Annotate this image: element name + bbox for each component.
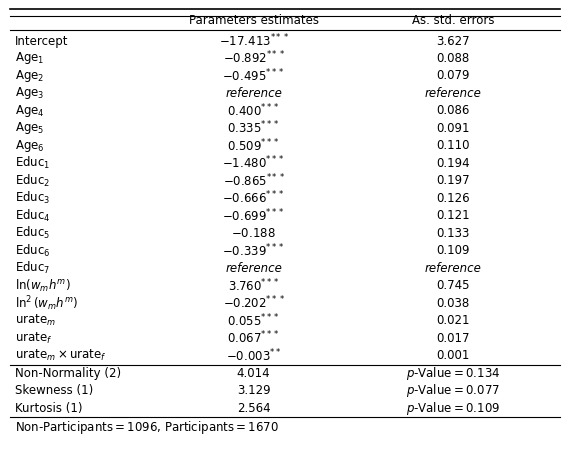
Text: 3.627: 3.627 bbox=[437, 35, 470, 47]
Text: Age$_1$: Age$_1$ bbox=[15, 51, 44, 66]
Text: Non-Participants$=1096$, Participants$=1670$: Non-Participants$=1096$, Participants$=1… bbox=[15, 419, 279, 436]
Text: Kurtosis (1): Kurtosis (1) bbox=[15, 402, 82, 414]
Text: urate$_m\times$urate$_f$: urate$_m\times$urate$_f$ bbox=[15, 348, 107, 363]
Text: Educ$_3$: Educ$_3$ bbox=[15, 190, 50, 207]
Text: Educ$_1$: Educ$_1$ bbox=[15, 155, 50, 171]
Text: $-0.892^{***}$: $-0.892^{***}$ bbox=[222, 50, 285, 67]
Text: $-0.666^{***}$: $-0.666^{***}$ bbox=[222, 190, 285, 207]
Text: 0.079: 0.079 bbox=[437, 70, 470, 83]
Text: 0.038: 0.038 bbox=[437, 297, 470, 310]
Text: 0.110: 0.110 bbox=[437, 139, 470, 153]
Text: Age$_5$: Age$_5$ bbox=[15, 120, 44, 136]
Text: $p$-Value$=0.134$: $p$-Value$=0.134$ bbox=[406, 365, 500, 382]
Text: $0.067^{***}$: $0.067^{***}$ bbox=[227, 330, 280, 346]
Text: Intercept: Intercept bbox=[15, 35, 68, 47]
Text: $-17.413^{***}$: $-17.413^{***}$ bbox=[219, 33, 288, 49]
Text: Age$_6$: Age$_6$ bbox=[15, 138, 44, 154]
Text: 0.197: 0.197 bbox=[437, 174, 470, 187]
Text: $-0.865^{***}$: $-0.865^{***}$ bbox=[222, 172, 285, 189]
Text: 0.086: 0.086 bbox=[437, 105, 470, 118]
Text: $\ln^2(w_m h^m)$: $\ln^2(w_m h^m)$ bbox=[15, 294, 78, 313]
Text: Educ$_6$: Educ$_6$ bbox=[15, 242, 51, 259]
Text: 0.109: 0.109 bbox=[437, 244, 470, 257]
Text: Non-Normality (2): Non-Normality (2) bbox=[15, 366, 121, 379]
Text: Educ$_2$: Educ$_2$ bbox=[15, 173, 50, 189]
Text: 0.001: 0.001 bbox=[437, 349, 470, 362]
Text: $0.055^{***}$: $0.055^{***}$ bbox=[227, 313, 280, 329]
Text: Age$_4$: Age$_4$ bbox=[15, 103, 44, 119]
Text: urate$_m$: urate$_m$ bbox=[15, 313, 56, 328]
Text: $-0.495^{***}$: $-0.495^{***}$ bbox=[222, 68, 285, 84]
Text: 0.017: 0.017 bbox=[437, 331, 470, 345]
Text: 0.194: 0.194 bbox=[437, 157, 470, 170]
Text: $\ln(w_m h^m)$: $\ln(w_m h^m)$ bbox=[15, 278, 71, 294]
Text: 0.021: 0.021 bbox=[437, 314, 470, 327]
Text: 4.014: 4.014 bbox=[237, 366, 270, 379]
Text: Age$_3$: Age$_3$ bbox=[15, 85, 44, 101]
Text: 2.564: 2.564 bbox=[237, 402, 270, 414]
Text: urate$_f$: urate$_f$ bbox=[15, 331, 52, 346]
Text: 0.088: 0.088 bbox=[437, 52, 470, 65]
Text: $0.335^{***}$: $0.335^{***}$ bbox=[227, 120, 280, 137]
Text: 0.126: 0.126 bbox=[437, 192, 470, 205]
Text: $p$-Value$=0.077$: $p$-Value$=0.077$ bbox=[406, 382, 500, 399]
Text: Educ$_4$: Educ$_4$ bbox=[15, 208, 51, 224]
Text: 0.745: 0.745 bbox=[437, 279, 470, 292]
Text: 0.133: 0.133 bbox=[437, 227, 470, 240]
Text: As. std. errors: As. std. errors bbox=[412, 14, 494, 27]
Text: Age$_2$: Age$_2$ bbox=[15, 68, 44, 84]
Text: $3.760^{***}$: $3.760^{***}$ bbox=[227, 278, 280, 294]
Text: 0.091: 0.091 bbox=[437, 122, 470, 135]
Text: $0.400^{***}$: $0.400^{***}$ bbox=[227, 103, 280, 119]
Text: 0.121: 0.121 bbox=[437, 209, 470, 222]
Text: $p$-Value$=0.109$: $p$-Value$=0.109$ bbox=[406, 400, 500, 417]
Text: $-0.188$: $-0.188$ bbox=[231, 227, 276, 240]
Text: Educ$_5$: Educ$_5$ bbox=[15, 225, 50, 241]
Text: $-0.003^{**}$: $-0.003^{**}$ bbox=[226, 347, 281, 364]
Text: $-0.339^{***}$: $-0.339^{***}$ bbox=[222, 242, 285, 259]
Text: $-1.480^{***}$: $-1.480^{***}$ bbox=[222, 155, 285, 171]
Text: $-0.699^{***}$: $-0.699^{***}$ bbox=[222, 207, 285, 224]
Text: reference: reference bbox=[425, 262, 482, 275]
Text: $0.509^{***}$: $0.509^{***}$ bbox=[227, 137, 280, 154]
Text: 3.129: 3.129 bbox=[237, 384, 270, 397]
Text: reference: reference bbox=[425, 87, 482, 100]
Text: Skewness (1): Skewness (1) bbox=[15, 384, 93, 397]
Text: Parameters estimates: Parameters estimates bbox=[189, 14, 319, 27]
Text: $-0.202^{***}$: $-0.202^{***}$ bbox=[223, 295, 284, 312]
Text: reference: reference bbox=[225, 262, 282, 275]
Text: Educ$_7$: Educ$_7$ bbox=[15, 260, 50, 276]
Text: reference: reference bbox=[225, 87, 282, 100]
